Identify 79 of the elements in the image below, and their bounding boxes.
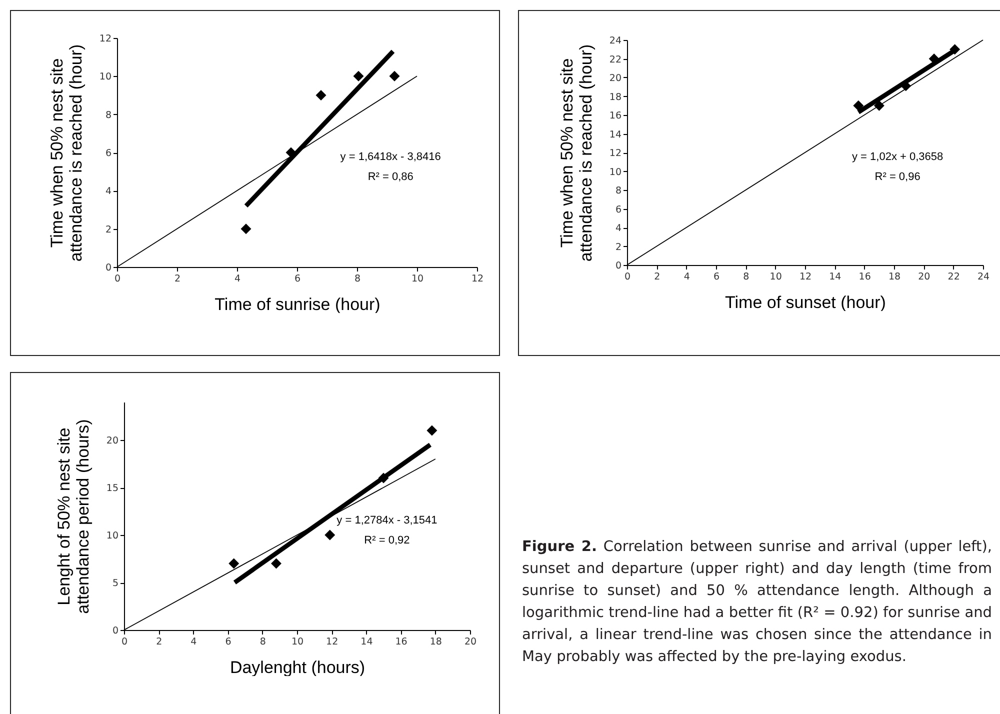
point [853, 100, 864, 111]
y-tick-label: 15 [106, 483, 118, 494]
y-tick-label: 0 [105, 262, 112, 274]
y-tick-label: 24 [609, 36, 622, 46]
y-tick-label: 10 [106, 530, 118, 542]
y-tick-label: 20 [609, 73, 622, 84]
point [324, 530, 336, 540]
x-tick-label: 2 [654, 272, 660, 282]
x-tick-label: 4 [190, 636, 197, 648]
y-tick-label: 12 [99, 34, 112, 44]
x-tick-label: 22 [948, 272, 960, 282]
x-tick-label: 2 [174, 274, 181, 284]
x-tick-label: 24 [977, 272, 990, 282]
y-tick-label: 6 [105, 148, 112, 159]
x-tick-label: 2 [156, 636, 162, 648]
x-tick-label: 4 [234, 274, 241, 284]
x-tick-label: 18 [430, 636, 442, 648]
point [874, 100, 884, 111]
point [950, 44, 960, 55]
y-tick-label: 12 [609, 148, 622, 159]
point [270, 558, 282, 569]
annotation: R² = 0,92 [364, 534, 410, 547]
annotation: y = 1,02x + 0,3658 [852, 151, 944, 163]
y-tick-label: 5 [112, 578, 118, 589]
x-tick-label: 0 [624, 272, 631, 282]
point [353, 70, 364, 82]
y-axis-title: Time when 50% nest site attendance is reached (hour) [47, 44, 86, 262]
x-tick-label: 14 [829, 272, 842, 282]
x-tick-label: 20 [464, 636, 477, 648]
point [378, 472, 389, 484]
x-tick-label: 4 [684, 272, 690, 282]
x-tick-label: 6 [294, 274, 301, 284]
y-tick-label: 14 [609, 129, 622, 140]
y-tick-label: 20 [106, 436, 118, 446]
x-tick-label: 12 [326, 636, 338, 648]
y-tick-label: 2 [615, 242, 622, 253]
x-tick-label: 16 [858, 272, 871, 282]
y-tick-label: 8 [105, 110, 112, 121]
y-tick-label: 16 [609, 110, 622, 122]
y-tick-label: 0 [615, 260, 622, 272]
y-tick-label: 6 [615, 204, 622, 216]
point [240, 224, 252, 234]
y-axis-title: Time when 50% nest site attendance is reached (hour) [557, 44, 596, 262]
annotation: y = 1,2784x - 3,1541 [336, 514, 438, 527]
y-tick-label: 8 [615, 186, 622, 196]
y-tick-label: 4 [615, 223, 622, 234]
x-tick-label: 14 [360, 636, 373, 648]
x-tick-label: 8 [260, 636, 266, 648]
x-tick-label: 0 [121, 636, 128, 648]
x-tick-label: 8 [354, 274, 361, 284]
y-axis-title: Lenght of 50% nest site attendance period (hours) [54, 419, 92, 614]
x-tick-label: 12 [471, 274, 484, 284]
x-tick-label: 10 [411, 274, 424, 284]
annotation: R² = 0,86 [368, 171, 414, 184]
caption: Figure 2. Correlation between sunrise and arrival (upper left), sunset and departure (upper right) and day length (time from sunrise to sunset) and 50 % attendance length. Although a logarithmic trend-line had a better fit (R² = 0.92) for sunrise and arrival, a linear trend-line was chosen since the attendance in May probably was affected by the pre-laying exodus. [522, 538, 992, 667]
x-tick-label: 6 [225, 636, 232, 648]
annotation: R² = 0,96 [874, 171, 920, 183]
y-tick-label: 0 [112, 626, 118, 636]
x-tick-label: 8 [743, 272, 750, 282]
x-tick-label: 10 [770, 272, 782, 282]
x-tick-label: 16 [395, 636, 408, 648]
x-tick-label: 18 [888, 272, 901, 282]
point [928, 54, 940, 64]
point [426, 425, 438, 436]
point [286, 147, 296, 158]
y-tick-label: 18 [609, 92, 622, 103]
point [228, 558, 240, 569]
x-tick-label: 6 [713, 272, 720, 282]
x-tick-label: 20 [918, 272, 930, 282]
y-tick-label: 10 [609, 166, 622, 178]
point [316, 90, 326, 100]
x-tick-label: 10 [291, 636, 304, 648]
y-tick-label: 4 [105, 186, 112, 198]
annotation: y = 1,6418x - 3,8416 [340, 151, 441, 164]
y-tick-label: 10 [99, 72, 112, 83]
point [389, 70, 400, 82]
y-tick-label: 22 [609, 54, 622, 66]
x-tick-label: 12 [799, 272, 812, 282]
y-tick-label: 2 [105, 224, 112, 236]
